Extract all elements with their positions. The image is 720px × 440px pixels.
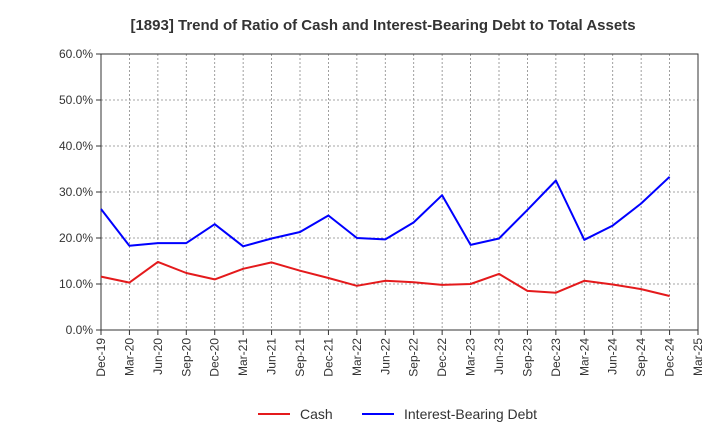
x-tick-label: Sep-24 bbox=[634, 338, 648, 377]
x-tick-label: Jun-20 bbox=[151, 338, 165, 375]
x-tick-label: Mar-21 bbox=[236, 338, 250, 376]
x-tick-label: Dec-19 bbox=[94, 338, 108, 377]
x-tick-label: Mar-25 bbox=[691, 338, 705, 376]
y-tick-label: 10.0% bbox=[59, 277, 93, 291]
x-tick-label: Mar-23 bbox=[464, 338, 478, 376]
y-tick-label: 40.0% bbox=[59, 139, 93, 153]
series-line-interest-bearing-debt bbox=[100, 176, 671, 248]
x-tick-label: Dec-20 bbox=[208, 338, 222, 377]
chart-title: [1893] Trend of Ratio of Cash and Intere… bbox=[130, 17, 635, 34]
plot-area: 0.0% 10.0% 20.0% 30.0% 40.0% 50.0% 60.0% Dec-19… bbox=[59, 47, 705, 377]
x-tick-label: Mar-22 bbox=[350, 338, 364, 376]
x-tick-label: Sep-23 bbox=[520, 338, 534, 377]
x-tick-label: Jun-22 bbox=[378, 338, 392, 375]
x-tick-label: Mar-20 bbox=[122, 338, 136, 376]
legend-label: Cash bbox=[300, 406, 333, 422]
y-tick-label: 0.0% bbox=[66, 323, 94, 337]
x-tick-label: Mar-24 bbox=[577, 338, 591, 376]
x-tick-label: Dec-22 bbox=[435, 338, 449, 377]
x-tick-label: Jun-21 bbox=[265, 338, 279, 375]
x-tick-label: Sep-22 bbox=[407, 338, 421, 377]
y-tick-label: 50.0% bbox=[59, 93, 93, 107]
y-tick-label: 60.0% bbox=[59, 47, 93, 61]
y-tick-label: 30.0% bbox=[59, 185, 93, 199]
legend: Cash Interest-Bearing Debt bbox=[258, 406, 537, 422]
legend-label: Interest-Bearing Debt bbox=[404, 406, 537, 422]
x-tick-label: Dec-24 bbox=[663, 338, 677, 377]
x-tick-label: Dec-23 bbox=[549, 338, 563, 377]
x-tick-label: Sep-20 bbox=[179, 338, 193, 377]
x-tick-label: Jun-24 bbox=[606, 338, 620, 375]
x-tick-label: Dec-21 bbox=[321, 338, 335, 377]
x-tick-label: Jun-23 bbox=[492, 338, 506, 375]
plot-frame bbox=[100, 53, 699, 331]
y-tick-label: 20.0% bbox=[59, 231, 93, 245]
series-line-cash bbox=[100, 260, 670, 297]
x-tick-label: Sep-21 bbox=[293, 338, 307, 377]
